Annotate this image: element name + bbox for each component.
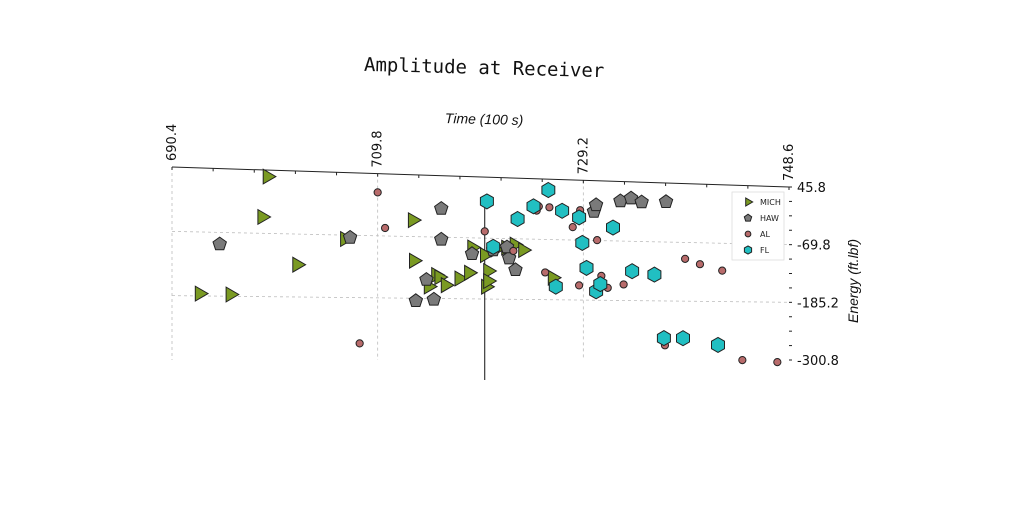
legend-marker-haw	[743, 213, 753, 222]
data-point-fl	[676, 330, 690, 347]
data-point-fl	[572, 209, 587, 226]
data-point-mich	[464, 264, 479, 282]
y-tick-label: 45.8	[797, 181, 826, 196]
x-tick-label: 690.4	[165, 124, 180, 161]
data-point-fl	[548, 278, 563, 295]
legend-marker-al	[744, 230, 752, 238]
legend-marker-fl	[743, 245, 753, 255]
data-point-haw	[634, 194, 649, 209]
x-tick-label: 748.6	[782, 144, 797, 181]
data-point-fl	[486, 238, 501, 255]
data-point-mich	[483, 272, 498, 290]
data-point-haw	[508, 262, 523, 276]
legend: MICH HAW AL FL	[731, 191, 785, 261]
data-point-fl	[579, 259, 594, 276]
x-axis-label: Time (100 s)	[445, 110, 524, 128]
data-point-al	[373, 188, 382, 197]
data-point-al	[380, 223, 390, 233]
data-point-fl	[625, 263, 640, 280]
data-point-haw	[658, 194, 674, 208]
data-point-mich	[407, 211, 423, 229]
data-point-mich	[518, 241, 533, 259]
data-point-al	[593, 236, 602, 245]
x-tick-label: 709.8	[371, 130, 386, 167]
data-point-fl	[711, 336, 725, 353]
legend-box	[731, 191, 785, 261]
data-point-haw	[588, 197, 604, 212]
data-point-al	[619, 280, 628, 289]
legend-label-mich: MICH	[760, 198, 781, 207]
data-point-haw	[212, 236, 227, 251]
y-tick-label: -185.2	[797, 296, 839, 311]
data-point-mich	[257, 208, 272, 226]
legend-label-al: AL	[760, 230, 770, 239]
data-point-haw	[426, 291, 442, 306]
tick-labels: 690.4 709.8 729.2 748.645.8 -69.8 -185.2 -300.…	[165, 124, 839, 369]
data-point-haw	[342, 229, 358, 244]
data-point-haw	[464, 246, 480, 260]
data-point-al	[509, 246, 518, 256]
data-point-fl	[526, 198, 541, 215]
data-point-mich	[292, 256, 307, 273]
legend-label-fl: FL	[760, 246, 770, 255]
x-tick-label: 729.2	[576, 137, 591, 174]
y-tick-label: -300.8	[797, 354, 839, 369]
data-point-mich	[409, 252, 424, 269]
data-point-al	[355, 339, 364, 348]
data-point-fl	[555, 202, 570, 219]
data-point-mich	[262, 168, 277, 185]
chart-title: Amplitude at Receiver	[364, 54, 605, 82]
data-point-fl	[510, 210, 525, 228]
legend-marker-mich	[745, 197, 754, 207]
legend-label-haw: HAW	[760, 214, 779, 223]
data-point-mich	[194, 285, 210, 302]
data-point-fl	[541, 181, 556, 199]
data-point-al	[718, 266, 727, 275]
data-point-al	[541, 268, 550, 277]
data-point-haw	[419, 271, 434, 286]
y-grid-line	[171, 295, 790, 303]
data-point-al	[695, 260, 705, 269]
data-point-mich	[480, 246, 495, 264]
data-point-fl	[593, 276, 608, 293]
data-point-fl	[647, 266, 662, 283]
data-point-al	[574, 281, 584, 290]
data-point-mich	[483, 262, 498, 280]
x-axis-line	[171, 166, 790, 188]
data-point-fl	[575, 234, 590, 251]
data-point-haw	[623, 190, 639, 205]
data-point-mich	[454, 270, 469, 287]
data-point-fl	[479, 193, 494, 210]
data-point-al	[568, 223, 577, 232]
data-point-fl	[606, 219, 620, 236]
y-tick-label: -69.8	[797, 239, 831, 254]
data-point-haw	[434, 231, 449, 246]
data-point-al	[738, 356, 747, 365]
y-axis-label: Energy (ft.lbf)	[845, 239, 861, 323]
data-point-haw	[434, 200, 449, 215]
y-grid-line	[171, 230, 790, 246]
data-point-haw	[408, 293, 424, 307]
data-point-mich	[225, 286, 240, 303]
grid	[171, 167, 790, 360]
data-point-al	[681, 254, 690, 263]
data-point-fl	[656, 330, 671, 347]
data-point-al	[480, 227, 489, 236]
data-point-mich	[440, 276, 455, 294]
data-point-al	[773, 358, 782, 367]
data-point-al	[545, 203, 554, 212]
data-points	[194, 168, 782, 367]
